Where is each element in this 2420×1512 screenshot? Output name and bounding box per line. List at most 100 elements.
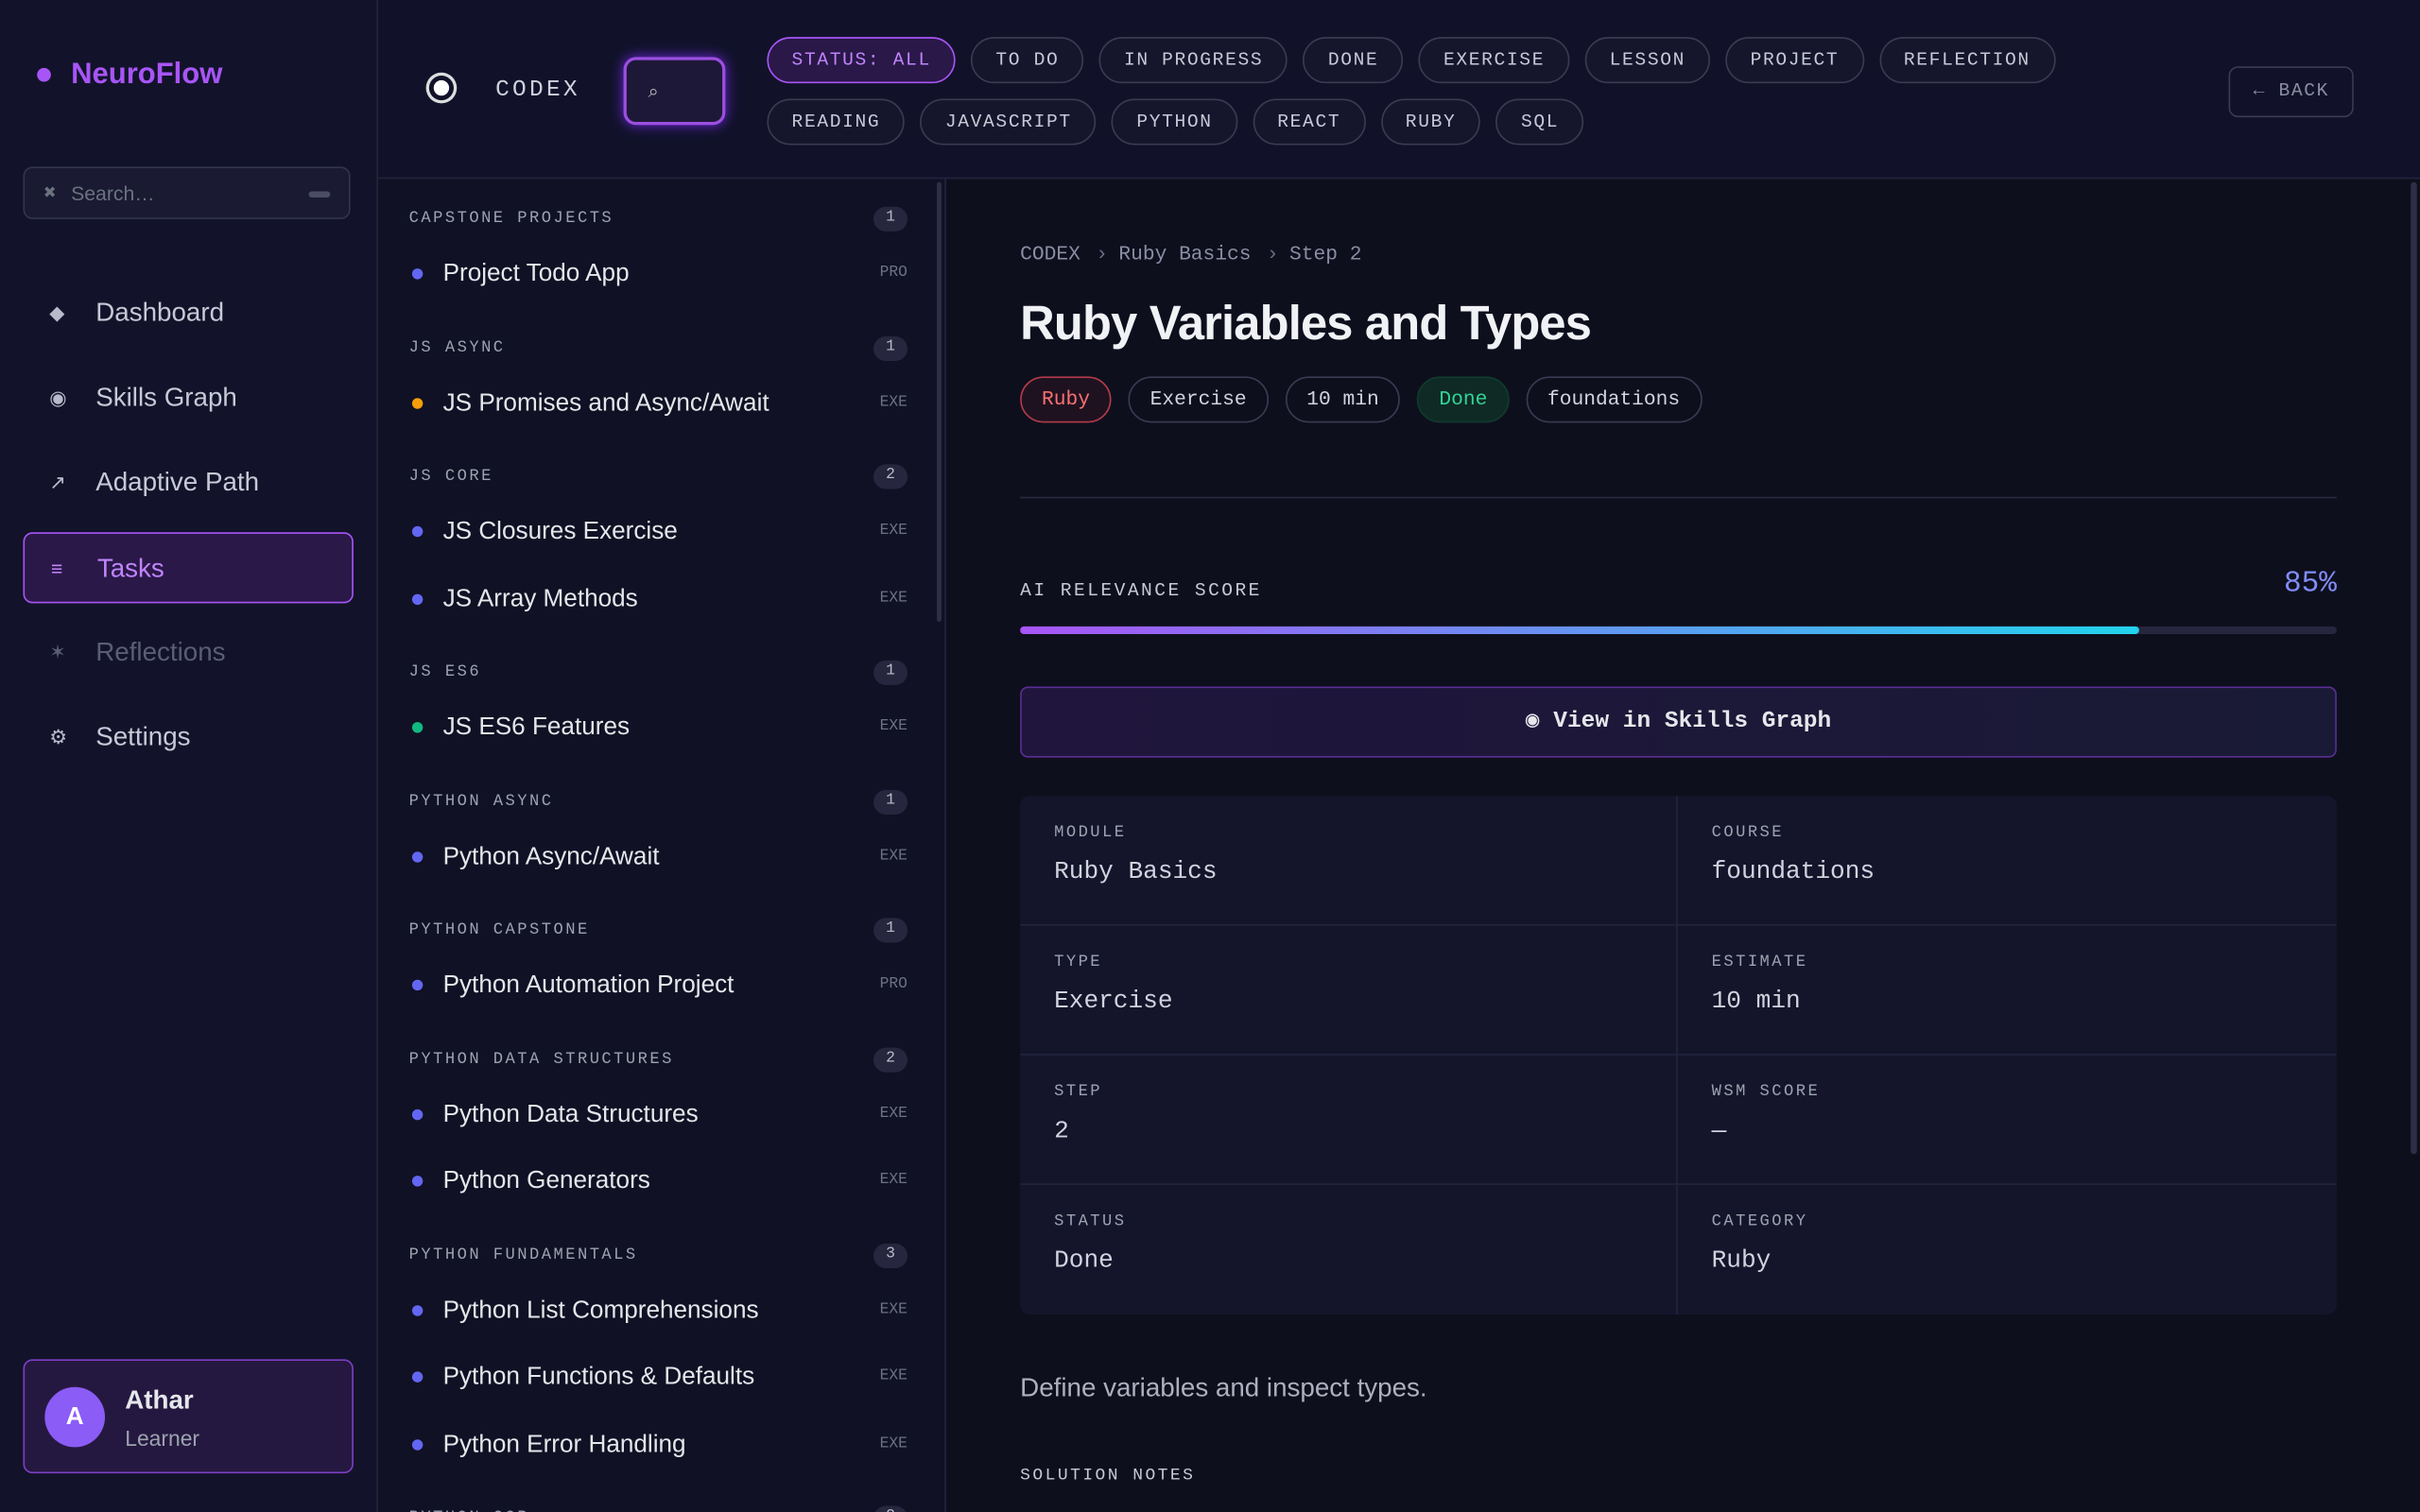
group-name: PYTHON ASYNC (408, 792, 554, 811)
group-header: PYTHON CAPSTONE 1 (378, 909, 944, 953)
group-header: PYTHON ASYNC 1 (378, 780, 944, 823)
task-item[interactable]: Python List Comprehensions EXE (378, 1277, 944, 1344)
group-count: 2 (873, 1046, 908, 1072)
task-type: EXE (879, 394, 908, 412)
field: STATUS Done (1020, 1184, 1678, 1315)
nav-item[interactable]: Reflections (23, 617, 353, 688)
task-list: CAPSTONE PROJECTS 1 Project Todo App PRO JS … (377, 179, 946, 1512)
task-item[interactable]: Project Todo App PRO (378, 241, 944, 308)
nav: Dashboard Skills Graph Adaptive Path Tasks R… (23, 278, 354, 787)
filter-chip[interactable]: RUBY (1380, 98, 1481, 146)
skills-graph-button[interactable]: View in Skills Graph (1020, 686, 2337, 758)
filter-chip[interactable]: EXERCISE (1418, 37, 1570, 84)
filter-chip[interactable]: PROJECT (1725, 37, 1864, 84)
score-bar (1020, 626, 2139, 635)
brand[interactable]: NeuroFlow (37, 59, 222, 93)
filter-chip[interactable]: PYTHON (1112, 98, 1237, 146)
scrollbar (2411, 181, 2417, 1155)
task-title: JS Closures Exercise (442, 518, 678, 545)
score-track (1020, 626, 2337, 635)
task-item[interactable]: JS ES6 Features EXE (378, 695, 944, 762)
status-dot (411, 1176, 424, 1187)
crumb[interactable]: Ruby Basics (1080, 242, 1251, 265)
field: TYPE Exercise (1020, 925, 1678, 1056)
sidebar-search[interactable]: Search… (23, 166, 351, 220)
field-label: CATEGORY (1711, 1212, 1808, 1231)
group-name: JS ES6 (408, 663, 482, 682)
status-dot (411, 1438, 424, 1450)
group-name: JS CORE (408, 467, 493, 487)
task-title: JS Array Methods (442, 585, 638, 612)
crumb[interactable]: CODEX (1020, 242, 1080, 266)
field-value: Ruby Basics (1054, 857, 1218, 886)
user-name: Athar (125, 1385, 194, 1416)
back-button[interactable]: ← BACK (2228, 66, 2355, 118)
task-item[interactable]: Python Async/Await EXE (378, 823, 944, 890)
field-label: TYPE (1054, 953, 1103, 972)
sidebar: NeuroFlow Search… Dashboard Skills Graph A… (0, 0, 378, 1512)
filter-chip[interactable]: READING (767, 98, 906, 146)
field-value: Ruby (1711, 1246, 1772, 1275)
filter-chip[interactable]: JAVASCRIPT (920, 98, 1097, 146)
status-dot (411, 850, 424, 862)
task-type: EXE (879, 1368, 908, 1386)
status-dot (411, 1108, 424, 1120)
nav-item[interactable]: Tasks (23, 532, 354, 605)
filter-chip[interactable]: TO DO (971, 37, 1084, 84)
filter-chip[interactable]: SQL (1495, 98, 1584, 146)
fields: MODULE Ruby Basics COURSE foundations TYPE Ex… (1020, 796, 2337, 1315)
filter-chip[interactable]: IN PROGRESS (1098, 37, 1288, 84)
group-count: 2 (873, 464, 908, 490)
task-type: EXE (879, 1301, 908, 1319)
task-item[interactable]: Python Functions & Defaults EXE (378, 1344, 944, 1411)
task-item[interactable]: Python Data Structures EXE (378, 1081, 944, 1148)
nav-item[interactable]: Dashboard (23, 278, 353, 349)
task-item[interactable]: JS Array Methods EXE (378, 565, 944, 632)
filter-chip[interactable]: DONE (1303, 37, 1404, 84)
status-dot (411, 722, 424, 733)
task-type: EXE (879, 718, 908, 736)
task-title: JS Promises and Async/Await (442, 389, 769, 416)
task-item[interactable]: Python Automation Project PRO (378, 952, 944, 1019)
task-item[interactable]: JS Promises and Async/Await EXE (378, 369, 944, 437)
task-item[interactable]: Python Error Handling EXE (378, 1411, 944, 1478)
section-title: CODEX (495, 77, 580, 104)
status-dot (411, 1304, 424, 1315)
search-box[interactable]: ⌕ (623, 57, 726, 126)
nav-item[interactable]: Skills Graph (23, 363, 353, 434)
field-label: STATUS (1054, 1212, 1127, 1231)
field-label: COURSE (1711, 823, 1785, 843)
field: CATEGORY Ruby (1678, 1185, 2337, 1314)
divider (1020, 496, 2337, 499)
group-name: PYTHON OOP (409, 1509, 529, 1512)
filter-chip[interactable]: STATUS: ALL (767, 37, 956, 84)
nav-item[interactable]: Adaptive Path (23, 447, 353, 518)
tag: foundations (1526, 376, 1702, 423)
task-item[interactable]: Python Generators EXE (378, 1148, 944, 1215)
group-count: 3 (873, 1243, 908, 1268)
group-name: JS ASYNC (408, 338, 506, 357)
group-name: CAPSTONE PROJECTS (408, 210, 614, 229)
task-title: Python Functions & Defaults (442, 1364, 755, 1391)
task-item[interactable]: JS Closures Exercise EXE (378, 498, 944, 565)
filter-chip[interactable]: LESSON (1584, 37, 1711, 84)
filters: STATUS: ALL TO DO IN PROGRESS DONE EXERCISE L… (767, 37, 2155, 161)
group-header: PYTHON OOP 2 (378, 1497, 944, 1512)
group-count: 1 (873, 335, 908, 361)
field-label: ESTIMATE (1711, 953, 1808, 972)
status-dot (411, 525, 424, 538)
nav-item[interactable]: Settings (23, 702, 353, 773)
group-header: JS ES6 1 (378, 651, 944, 695)
avatar: A (44, 1386, 106, 1448)
task-type: PRO (879, 976, 908, 994)
filter-chip[interactable]: REFLECTION (1878, 37, 2055, 84)
filter-chip[interactable]: REACT (1253, 98, 1366, 146)
group-header: PYTHON DATA STRUCTURES 2 (378, 1038, 944, 1081)
field: STEP 2 (1020, 1055, 1678, 1185)
description: Define variables and inspect types. (1020, 1373, 1427, 1403)
filter-row: READING JAVASCRIPT PYTHON REACT RUBY SQL (767, 98, 2155, 146)
user-card[interactable]: A Athar Learner (23, 1359, 354, 1474)
group-header: PYTHON FUNDAMENTALS 3 (378, 1233, 944, 1277)
